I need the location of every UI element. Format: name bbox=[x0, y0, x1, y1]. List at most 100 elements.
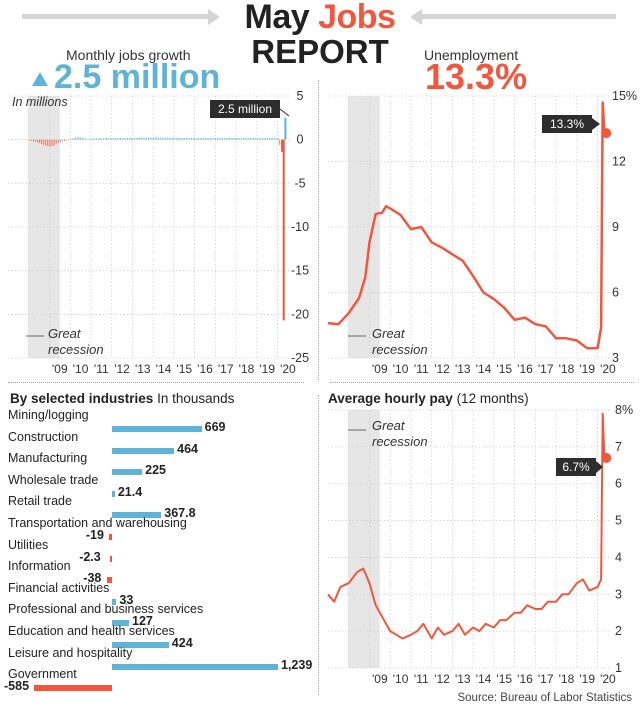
y-tick-label: 3 bbox=[612, 351, 619, 365]
page-subtitle: REPORT bbox=[251, 33, 389, 70]
jobs-bar bbox=[108, 138, 110, 140]
jobs-bar bbox=[28, 139, 30, 141]
jobs-bar bbox=[53, 139, 55, 146]
jobs-bar bbox=[132, 138, 134, 140]
x-tick-label: '16 bbox=[197, 362, 213, 376]
up-triangle-icon bbox=[32, 72, 48, 86]
x-tick-label: '12 bbox=[434, 362, 450, 376]
x-tick-label: '10 bbox=[393, 672, 409, 686]
jobs-bar bbox=[55, 139, 57, 145]
recession-shade bbox=[347, 410, 380, 668]
jobs-bar bbox=[127, 138, 129, 140]
jobs-bar bbox=[134, 137, 135, 140]
jobs-bar bbox=[172, 137, 173, 140]
industry-value: 225 bbox=[145, 463, 166, 478]
jobs-bar bbox=[265, 138, 267, 140]
industry-value: 1,239 bbox=[281, 657, 313, 672]
jobs-bar bbox=[177, 137, 179, 140]
industry-label: Leisure and hospitality bbox=[8, 645, 133, 660]
jobs-bar bbox=[223, 138, 225, 140]
industry-value: -38 bbox=[83, 571, 102, 586]
y-tick-label: 5 bbox=[297, 89, 304, 103]
jobs-bar bbox=[32, 139, 34, 142]
x-tick-label: '17 bbox=[218, 362, 234, 376]
x-tick-label: '13 bbox=[455, 672, 471, 686]
grid-lines bbox=[328, 95, 610, 359]
title-arrow-left-icon bbox=[208, 9, 220, 25]
jobs-bar bbox=[236, 137, 237, 140]
industry-bar bbox=[110, 555, 112, 562]
jobs-bar bbox=[144, 137, 146, 140]
jobs-bar bbox=[94, 138, 96, 140]
x-tick-label: '19 bbox=[579, 362, 595, 376]
y-tick-label: 12 bbox=[612, 155, 626, 169]
x-tick-labels: '09 '10 '11 '12 '13 '14 '15 '16 '17 '18 '19 '20 bbox=[52, 362, 296, 376]
recession-label-line2: recession bbox=[372, 434, 428, 449]
latest-point bbox=[601, 452, 612, 463]
jobs-bar bbox=[99, 138, 101, 140]
jobs-bar bbox=[92, 138, 94, 140]
industry-label: Transportation and warehousing bbox=[8, 516, 187, 530]
jobs-bar bbox=[248, 138, 249, 140]
jobs-bar bbox=[198, 138, 199, 140]
y-tick-labels: 5 0 -5 -10 -15 -20 -25 bbox=[291, 89, 309, 365]
title-arrow-right-icon bbox=[410, 9, 422, 25]
jobs-bar bbox=[128, 138, 130, 140]
jobs-bar bbox=[86, 138, 88, 140]
jobs-bar bbox=[139, 137, 141, 140]
title-word-may: May bbox=[244, 0, 310, 36]
jobs-bar bbox=[103, 138, 104, 140]
hourly-pay-title: Average hourly pay (12 months) bbox=[328, 391, 529, 406]
recession-label-line2: recession bbox=[48, 342, 104, 357]
x-tick-label: '19 bbox=[259, 362, 275, 376]
annotation-text: 13.3% bbox=[550, 117, 584, 131]
jobs-bar bbox=[173, 137, 175, 140]
jobs-bar bbox=[282, 139, 285, 321]
jobs-bar bbox=[83, 138, 85, 140]
jobs-bar bbox=[220, 138, 222, 140]
jobs-bar bbox=[215, 138, 217, 140]
jobs-bar bbox=[227, 137, 229, 140]
jobs-bar bbox=[256, 138, 258, 140]
jobs-bar bbox=[123, 138, 125, 140]
jobs-bar bbox=[147, 137, 149, 140]
jobs-bar bbox=[267, 138, 268, 140]
divider-vertical-top bbox=[318, 80, 319, 380]
recession-label-line2: recession bbox=[372, 342, 428, 357]
jobs-bar bbox=[168, 137, 170, 140]
jobs-bar bbox=[246, 138, 248, 140]
industries-title: By selected industries In thousands bbox=[10, 391, 234, 406]
jobs-bar bbox=[151, 137, 153, 140]
jobs-bar bbox=[225, 138, 227, 140]
x-tick-label: '18 bbox=[559, 672, 575, 686]
jobs-bar bbox=[153, 137, 154, 140]
jobs-bar bbox=[101, 138, 103, 140]
jobs-bar bbox=[122, 138, 123, 140]
y-tick-label: 15% bbox=[612, 89, 637, 103]
industry-bar bbox=[112, 642, 169, 648]
recession-label-line1: Great bbox=[372, 326, 406, 341]
x-tick-label: '16 bbox=[517, 362, 533, 376]
industry-bar bbox=[112, 620, 129, 627]
jobs-bar bbox=[281, 139, 284, 152]
industry-value: 33 bbox=[119, 592, 134, 607]
annotation-box bbox=[542, 115, 592, 133]
monthly-jobs-chart: 5 0 -5 -10 -15 -20 -25 '09 '10 '11 '12 '13 '14 '15 '1… bbox=[8, 89, 309, 376]
annotation-leader bbox=[279, 108, 290, 117]
jobs-bar bbox=[59, 139, 61, 143]
jobs-bar bbox=[234, 137, 236, 140]
jobs-bar bbox=[251, 138, 253, 140]
jobs-bar bbox=[149, 137, 151, 140]
jobs-bar bbox=[68, 139, 69, 141]
industry-value: -2.3 bbox=[79, 549, 101, 564]
x-tick-label: '13 bbox=[455, 362, 471, 376]
industry-label: Retail trade bbox=[8, 494, 72, 509]
jobs-bar bbox=[41, 139, 42, 145]
x-tick-label: '15 bbox=[176, 362, 192, 376]
unemployment-label: Unemployment bbox=[424, 47, 519, 63]
industry-bar bbox=[112, 512, 162, 519]
x-tick-label: '09 bbox=[372, 362, 388, 376]
y-tick-label: -5 bbox=[294, 176, 305, 190]
jobs-bar bbox=[277, 137, 279, 140]
hourly-pay-line bbox=[327, 412, 607, 640]
